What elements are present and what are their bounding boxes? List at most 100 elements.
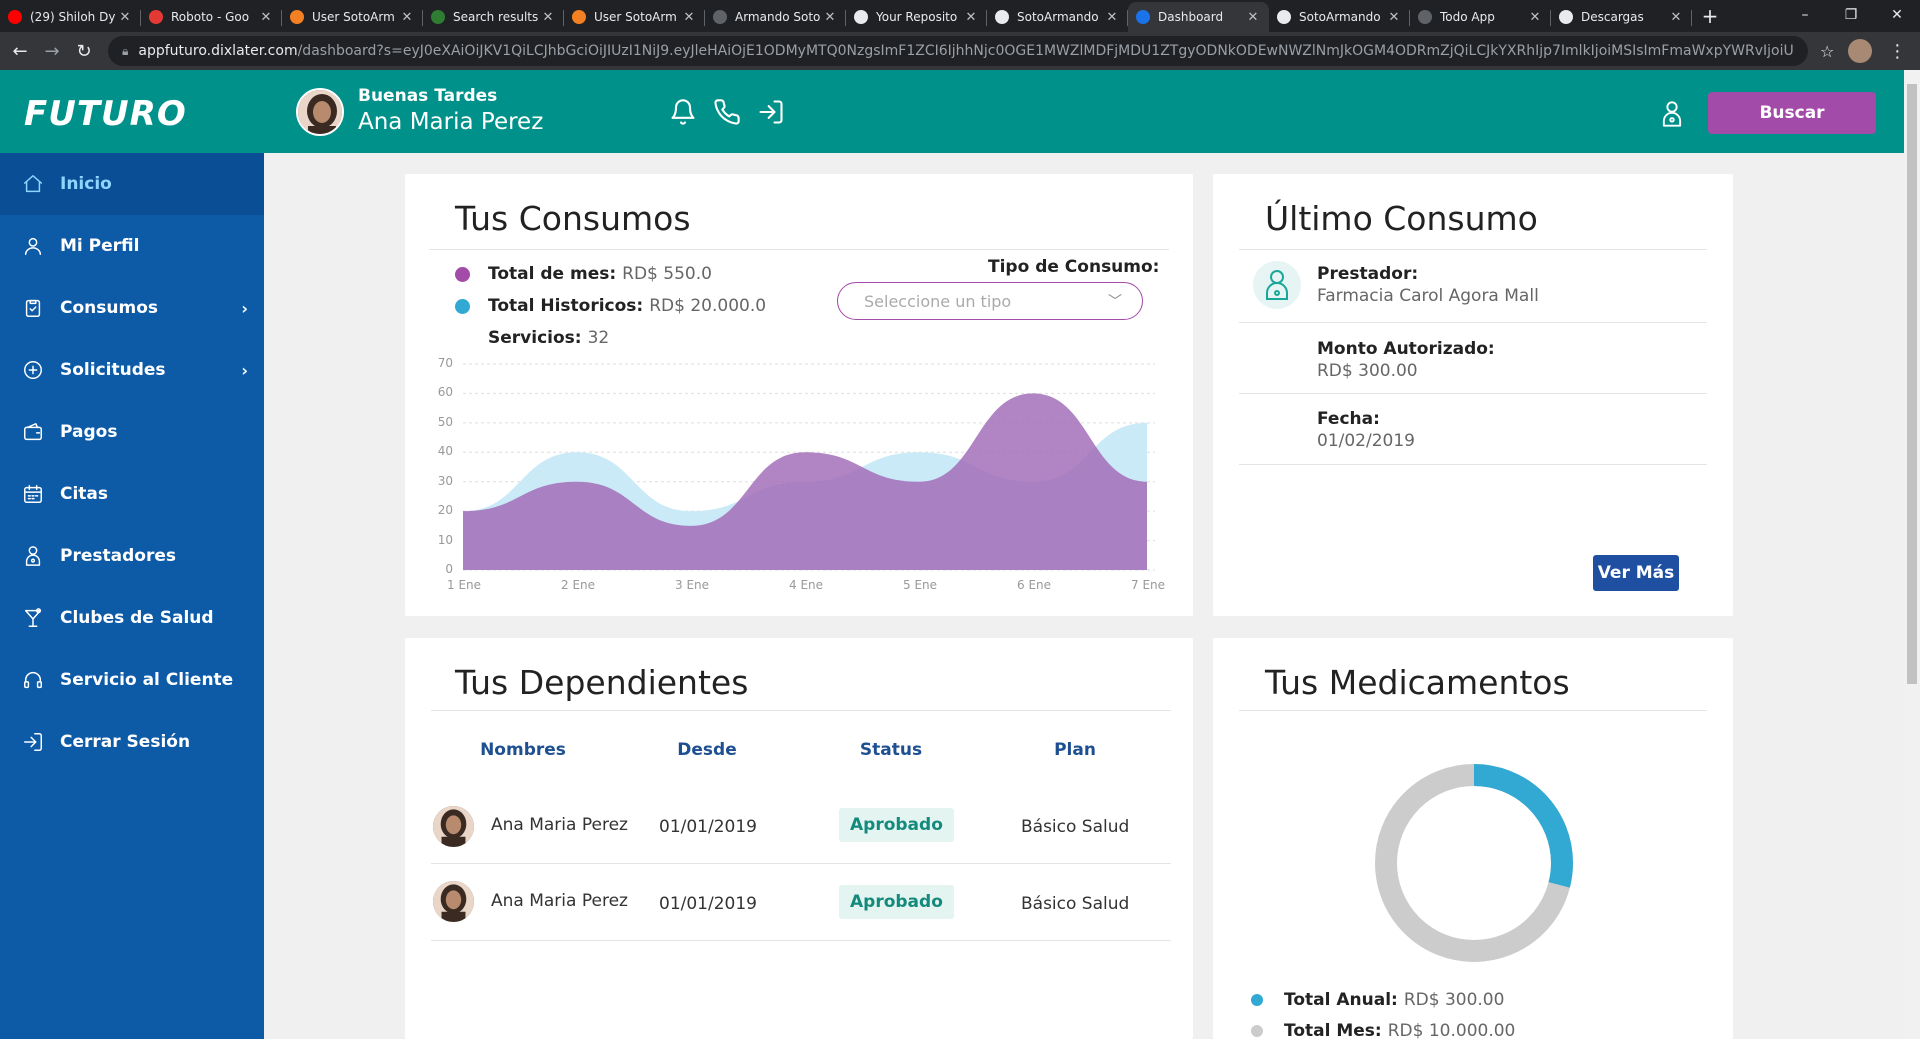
phone-icon[interactable] bbox=[713, 98, 741, 126]
servicios-value: 32 bbox=[587, 328, 610, 348]
page-scrollbar[interactable] bbox=[1904, 70, 1920, 1039]
legend-total-mes: Total Mes: RD$ 10.000.00 bbox=[1251, 1021, 1515, 1039]
divider bbox=[1239, 393, 1707, 394]
status-badge: Aprobado bbox=[839, 808, 954, 842]
col-plan[interactable]: Plan bbox=[1054, 740, 1096, 760]
url-host: appfuturo.dixlater.com bbox=[138, 43, 298, 59]
sidebar-item-pagos[interactable]: Pagos bbox=[0, 401, 264, 463]
tab-close-icon[interactable]: ✕ bbox=[1529, 9, 1541, 25]
browser-tab[interactable]: (29) Shiloh Dy ✕ bbox=[0, 2, 141, 32]
sidebar-item-inicio[interactable]: Inicio bbox=[0, 153, 264, 215]
browser-tab[interactable]: Roboto - Goo ✕ bbox=[141, 2, 282, 32]
close-window-icon[interactable]: ✕ bbox=[1891, 7, 1903, 23]
tab-label: Your Reposito bbox=[876, 10, 958, 24]
tab-close-icon[interactable]: ✕ bbox=[1388, 9, 1400, 25]
browser-menu-icon[interactable]: ⋮ bbox=[1888, 40, 1907, 62]
tab-close-icon[interactable]: ✕ bbox=[401, 9, 413, 25]
tab-label: Dashboard bbox=[1158, 10, 1224, 24]
col-nombres[interactable]: Nombres bbox=[480, 740, 566, 760]
browser-tab[interactable]: Descargas ✕ bbox=[1551, 2, 1692, 32]
address-bar[interactable]: 🔒︎ appfuturo.dixlater.com /dashboard?s=e… bbox=[108, 36, 1808, 66]
divider bbox=[1239, 249, 1707, 250]
y-tick-label: 0 bbox=[445, 562, 453, 576]
bell-icon[interactable] bbox=[669, 98, 697, 126]
buscar-button[interactable]: Buscar bbox=[1708, 92, 1876, 134]
login-icon[interactable] bbox=[757, 98, 785, 126]
user-avatar[interactable] bbox=[296, 88, 344, 136]
y-tick-label: 40 bbox=[437, 444, 453, 459]
url-path: /dashboard?s=eyJ0eXAiOiJKV1QiLCJhbGciOiJ… bbox=[297, 43, 1794, 59]
calendar-icon bbox=[24, 485, 42, 503]
browser-tab[interactable]: Your Reposito ✕ bbox=[846, 2, 987, 32]
consumos-title: Tus Consumos bbox=[455, 199, 691, 238]
browser-tab[interactable]: User SotoArm ✕ bbox=[564, 2, 705, 32]
tab-label: SotoArmando bbox=[1299, 10, 1381, 24]
sidebar-item-clubes-de-salud[interactable]: Clubes de Salud bbox=[0, 587, 264, 649]
divider bbox=[431, 710, 1171, 711]
tab-close-icon[interactable]: ✕ bbox=[1670, 9, 1682, 25]
sidebar-item-label: Mi Perfil bbox=[60, 236, 140, 256]
tab-close-icon[interactable]: ✕ bbox=[965, 9, 977, 25]
sidebar-item-cerrar-sesi-n[interactable]: Cerrar Sesión bbox=[0, 711, 264, 773]
bookmark-star-icon[interactable]: ☆ bbox=[1820, 41, 1835, 61]
tab-close-icon[interactable]: ✕ bbox=[119, 9, 131, 25]
tipo-consumo-select[interactable]: Seleccione un tipo ﹀ bbox=[837, 282, 1143, 320]
reload-icon[interactable]: ↻ bbox=[76, 40, 92, 62]
profile-avatar[interactable] bbox=[1848, 39, 1873, 63]
sidebar-item-consumos[interactable]: Consumos › bbox=[0, 277, 264, 339]
y-tick-label: 50 bbox=[437, 414, 453, 429]
col-desde[interactable]: Desde bbox=[677, 740, 737, 760]
col-status[interactable]: Status bbox=[859, 740, 923, 760]
browser-tab[interactable]: SotoArmando ✕ bbox=[1269, 2, 1410, 32]
ver-mas-button[interactable]: Ver Más bbox=[1593, 555, 1679, 591]
tab-favicon bbox=[1277, 10, 1291, 24]
minimize-icon[interactable]: – bbox=[1801, 7, 1809, 23]
browser-tab[interactable]: Todo App ✕ bbox=[1410, 2, 1551, 32]
tab-close-icon[interactable]: ✕ bbox=[683, 9, 695, 25]
sidebar-item-servicio-al-cliente[interactable]: Servicio al Cliente bbox=[0, 649, 264, 711]
dependiente-name: Ana Maria Perez bbox=[491, 891, 628, 911]
browser-tab[interactable]: User SotoArm ✕ bbox=[282, 2, 423, 32]
browser-tab[interactable]: Dashboard ✕ bbox=[1128, 2, 1269, 32]
new-tab-button[interactable]: + bbox=[1701, 4, 1719, 28]
browser-tab[interactable]: Search results ✕ bbox=[423, 2, 564, 32]
maximize-icon[interactable]: ❐ bbox=[1844, 7, 1858, 23]
logout-icon bbox=[24, 733, 42, 751]
servicios-label: Servicios: bbox=[488, 328, 582, 348]
scrollbar-thumb[interactable] bbox=[1907, 84, 1917, 684]
forward-icon[interactable]: → bbox=[44, 40, 60, 62]
lock-icon[interactable]: 🔒︎ bbox=[122, 43, 129, 58]
tab-favicon bbox=[854, 10, 868, 24]
area-chart-svg bbox=[463, 363, 1155, 571]
tab-close-icon[interactable]: ✕ bbox=[260, 9, 272, 25]
sidebar-item-label: Servicio al Cliente bbox=[60, 670, 234, 690]
cocktail-icon bbox=[24, 608, 42, 627]
browser-tab[interactable]: Armando Soto ✕ bbox=[705, 2, 846, 32]
sidebar-item-label: Inicio bbox=[60, 174, 112, 194]
divider bbox=[1239, 322, 1707, 323]
medicamentos-donut bbox=[1375, 764, 1573, 962]
tab-close-icon[interactable]: ✕ bbox=[542, 9, 554, 25]
tab-close-icon[interactable]: ✕ bbox=[824, 9, 836, 25]
doctor-icon[interactable] bbox=[1658, 100, 1686, 128]
tab-favicon bbox=[431, 10, 445, 24]
x-tick-label: 2 Ene bbox=[561, 578, 596, 592]
tab-close-icon[interactable]: ✕ bbox=[1106, 9, 1118, 25]
tab-close-icon[interactable]: ✕ bbox=[1247, 9, 1259, 25]
back-icon[interactable]: ← bbox=[12, 40, 28, 62]
divider bbox=[429, 249, 1169, 250]
total-mes-value: RD$ 550.0 bbox=[622, 264, 712, 284]
sidebar-item-label: Prestadores bbox=[60, 546, 176, 566]
sidebar-item-mi-perfil[interactable]: Mi Perfil bbox=[0, 215, 264, 277]
sidebar-item-prestadores[interactable]: Prestadores bbox=[0, 525, 264, 587]
tab-label: Todo App bbox=[1440, 10, 1495, 24]
tab-favicon bbox=[995, 10, 1009, 24]
sidebar-item-citas[interactable]: Citas bbox=[0, 463, 264, 525]
plus-circle-icon bbox=[24, 361, 42, 379]
browser-tab[interactable]: SotoArmando ✕ bbox=[987, 2, 1128, 32]
tab-label: (29) Shiloh Dy bbox=[30, 10, 116, 24]
tipo-select-placeholder: Seleccione un tipo bbox=[864, 291, 1012, 311]
futuro-logo[interactable]: FUTURO bbox=[24, 94, 187, 134]
greeting-text: Buenas Tardes bbox=[358, 86, 498, 106]
sidebar-item-solicitudes[interactable]: Solicitudes › bbox=[0, 339, 264, 401]
